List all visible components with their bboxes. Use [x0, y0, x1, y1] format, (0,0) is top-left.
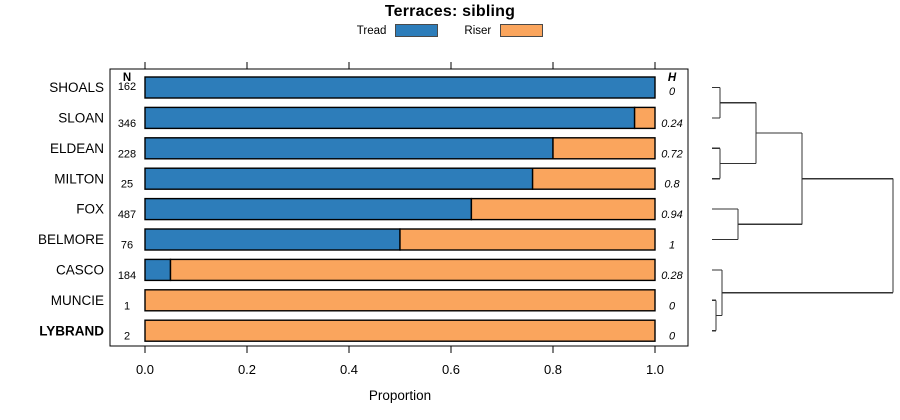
category-labels: SHOALS SLOAN ELDEAN MILTON FOX BELMORE CASCO MU… [38, 80, 104, 338]
bar-segment-riser [552, 137, 656, 160]
bar-segment-tread [144, 76, 656, 99]
n-value: 1 [124, 300, 130, 312]
h-value: 0 [669, 331, 676, 343]
category-label: LYBRAND [39, 323, 104, 338]
legend-item-riser: Riser [464, 24, 544, 37]
bar-segment-riser [169, 258, 656, 282]
bar-segment-tread [144, 106, 636, 130]
dendrogram [712, 86, 894, 332]
legend-item-tread: Tread [357, 24, 439, 37]
legend-label-riser: Riser [464, 24, 492, 37]
bar-segment-tread [144, 167, 534, 190]
chart-title: Terraces: sibling [384, 3, 516, 20]
h-value: 0 [669, 86, 676, 98]
n-column-header: N [123, 72, 131, 84]
h-value: 0 [669, 300, 676, 312]
n-value: 25 [121, 179, 133, 191]
x-tick-label: 0.2 [238, 362, 256, 377]
category-label: MILTON [54, 171, 104, 186]
n-value: 2 [124, 331, 130, 343]
h-value: 0.24 [661, 118, 682, 130]
n-value: 162 [118, 81, 136, 93]
n-value: 76 [121, 240, 133, 252]
category-label: ELDEAN [50, 141, 104, 156]
x-axis-label: Proportion [369, 388, 431, 403]
x-tick-label: 0.6 [442, 362, 460, 377]
x-tick-label: 1.0 [646, 362, 664, 377]
bar-segment-riser [399, 228, 656, 251]
bar-segment-tread [144, 197, 473, 221]
n-column: 162 346 228 25 487 76 184 1 2 [118, 81, 136, 343]
bar-segment-riser [531, 167, 656, 190]
h-value: 0.8 [664, 179, 680, 191]
bars [144, 76, 656, 342]
tread-color-swatch [395, 24, 439, 37]
bar-segment-riser [470, 197, 656, 221]
n-value: 487 [118, 209, 136, 221]
bar-segment-tread [144, 258, 172, 282]
h-value: 0.28 [661, 270, 683, 282]
riser-color-swatch [500, 24, 544, 37]
category-label: FOX [76, 202, 104, 217]
category-label: BELMORE [38, 232, 104, 247]
n-value: 228 [118, 148, 136, 160]
bar-segment-riser [144, 319, 656, 342]
h-value: 0.72 [661, 148, 682, 160]
bar-segment-riser [633, 106, 656, 130]
x-tick-label: 0.8 [544, 362, 562, 377]
bar-segment-tread [144, 137, 554, 160]
h-column-header: H [668, 72, 677, 84]
category-label: SLOAN [58, 111, 104, 126]
n-value: 184 [118, 270, 136, 282]
bar-segment-tread [144, 228, 401, 251]
category-label: MUNCIE [51, 293, 104, 308]
x-axis: 0.0 0.2 0.4 0.6 0.8 1.0 [136, 62, 664, 377]
category-label: CASCO [56, 263, 104, 278]
legend: Tread Riser [0, 24, 900, 37]
plot-box [109, 68, 689, 347]
category-label: SHOALS [49, 80, 104, 95]
bar-segment-riser [144, 289, 656, 312]
n-value: 346 [118, 118, 136, 130]
h-value: 0.94 [661, 209, 682, 221]
h-column: 0 0.24 0.72 0.8 0.94 1 0.28 0 0 [661, 86, 683, 343]
legend-label-tread: Tread [356, 24, 387, 37]
x-tick-label: 0.0 [136, 362, 154, 377]
h-value: 1 [669, 240, 675, 252]
x-tick-label: 0.4 [340, 362, 358, 377]
